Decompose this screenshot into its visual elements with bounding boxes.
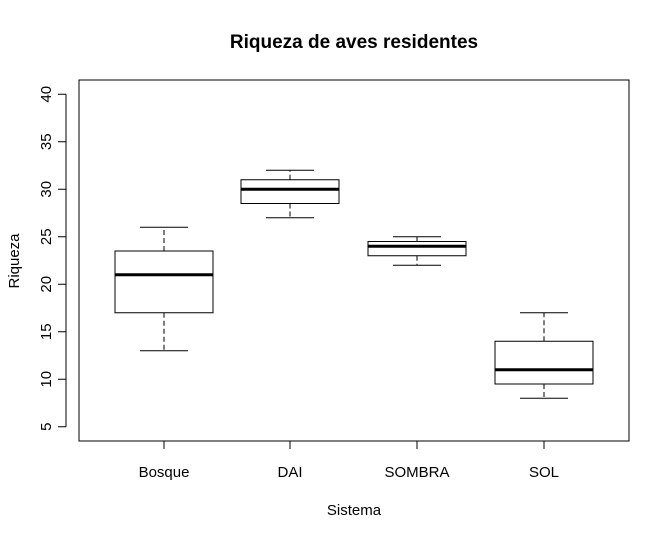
x-tick-label: Bosque <box>139 464 190 481</box>
box-bosque <box>114 226 214 352</box>
iqr-box <box>240 179 340 204</box>
iqr-box <box>494 340 594 385</box>
y-tick-label: 10 <box>38 371 55 388</box>
x-tick-label: SOMBRA <box>384 464 449 481</box>
box-sol <box>494 312 594 399</box>
chart-title: Riqueza de aves residentes <box>230 32 478 53</box>
iqr-box <box>367 241 467 257</box>
y-tick-label: 40 <box>38 86 55 103</box>
iqr-box <box>114 250 214 314</box>
y-tick-label: 15 <box>38 323 55 340</box>
y-axis: 5 10 15 20 25 30 35 40 <box>38 86 67 431</box>
y-axis-label: Riqueza <box>6 233 23 289</box>
y-tick-label: 30 <box>38 181 55 198</box>
x-tick-label: SOL <box>529 464 559 481</box>
y-tick-label: 35 <box>38 133 55 150</box>
y-tick-label: 25 <box>38 228 55 245</box>
box-sombra <box>367 236 467 266</box>
x-axis-label: Sistema <box>327 502 382 519</box>
box-dai <box>240 169 340 219</box>
x-tick-label: DAI <box>277 464 302 481</box>
x-axis: Bosque DAI SOMBRA SOL <box>139 440 559 481</box>
y-tick-label: 20 <box>38 276 55 293</box>
y-tick-label: 5 <box>38 423 55 431</box>
boxes <box>114 169 594 399</box>
